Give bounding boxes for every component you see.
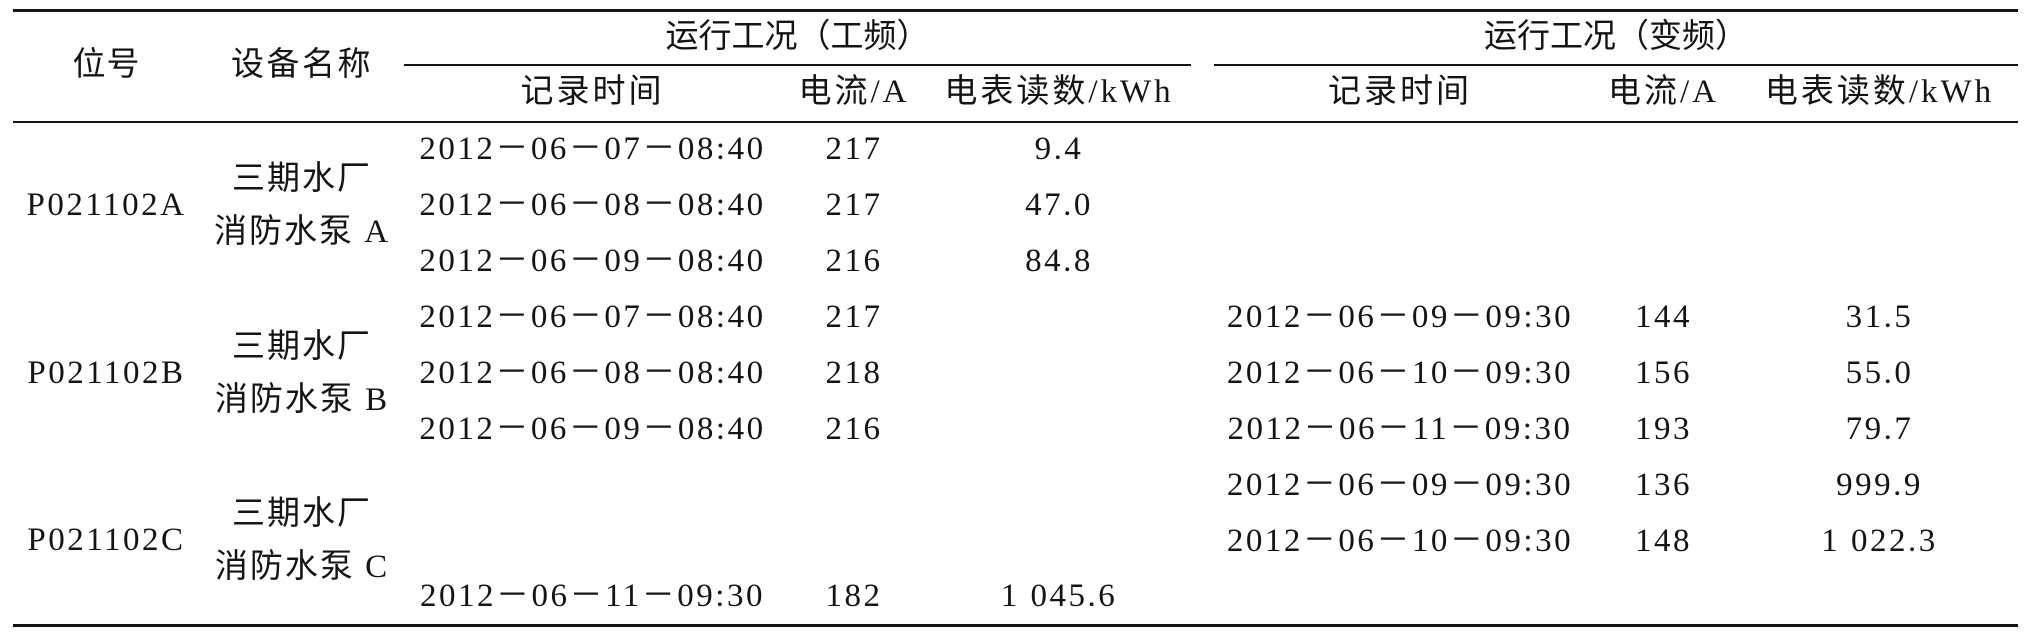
cell-vf-record-time (1214, 234, 1586, 290)
cell-pf-current (781, 458, 927, 514)
cell-pf-record-time (404, 458, 781, 514)
column-gap (1191, 290, 1214, 346)
cell-equipment-name: 三期水厂 消防水泵 C (200, 458, 404, 626)
header-pf-meter-reading: 电表读数/kWh (927, 64, 1191, 123)
cell-vf-record-time: 2012－06－10－09:30 (1226, 354, 1574, 391)
column-gap (1191, 122, 1214, 178)
cell-vf-meter-reading (1741, 122, 2018, 178)
header-row-groups: 位号 设备名称 运行工况（工频） 运行工况（变频） (13, 10, 2018, 123)
header-vf-meter-reading: 电表读数/kWh (1741, 64, 2018, 123)
cell-pf-current: 218 (825, 354, 883, 391)
cell-pf-meter-reading (927, 458, 1191, 514)
equipment-name-line: 消防水泵 B (214, 381, 390, 418)
cell-pf-meter-reading (927, 514, 1191, 570)
cell-pf-record-time: 2012－06－09－08:40 (419, 410, 766, 447)
header-pf-current: 电流/A (781, 64, 927, 123)
table-row: 2012－06－08－08:40 218 2012－06－10－09:30 15… (13, 346, 2018, 402)
cell-vf-meter-reading: 79.7 (1845, 410, 1914, 447)
cell-pf-meter-reading (927, 402, 1191, 458)
header-vf-record-time: 记录时间 (1214, 64, 1586, 123)
cell-pf-meter-reading: 1 045.6 (1000, 577, 1118, 614)
cell-vf-meter-reading (1741, 234, 2018, 290)
cell-vf-meter-reading: 55.0 (1845, 354, 1914, 391)
cell-vf-meter-reading: 1 022.3 (1821, 522, 1938, 559)
cell-vf-record-time (1214, 122, 1586, 178)
cell-pf-meter-reading (927, 290, 1191, 346)
cell-vf-meter-reading: 999.9 (1836, 466, 1923, 503)
column-gap (1191, 346, 1214, 402)
cell-vf-current: 193 (1635, 410, 1692, 447)
table-row: P021102A 三期水厂 消防水泵 A 2012－06－07－08:40 21… (13, 122, 2018, 250)
header-pf-record-time: 记录时间 (404, 64, 781, 123)
column-gap (1191, 234, 1214, 290)
cell-vf-record-time: 2012－06－11－09:30 (1227, 410, 1573, 447)
equipment-name-line: 消防水泵 A (213, 214, 391, 250)
column-gap (1191, 178, 1214, 234)
cell-vf-current (1586, 570, 1741, 626)
cell-equipment-name: 三期水厂 消防水泵 A (200, 122, 404, 290)
cell-pf-current: 217 (825, 186, 883, 223)
cell-pf-current (781, 514, 927, 570)
cell-equipment-name: 三期水厂 消防水泵 B (200, 290, 404, 458)
cell-pf-record-time: 2012－06－09－08:40 (419, 242, 766, 279)
cell-vf-record-time: 2012－06－09－09:30 (1226, 466, 1574, 503)
equipment-name-line: 三期水厂 (232, 495, 372, 532)
column-gap (1191, 570, 1214, 626)
cell-position-no: P021102B (27, 354, 186, 391)
cell-pf-current: 216 (825, 242, 883, 279)
table-row: 2012－06－10－09:30 148 1 022.3 (13, 514, 2018, 570)
cell-pf-current: 216 (825, 410, 883, 447)
column-gap (1191, 64, 1214, 123)
cell-pf-current: 182 (825, 577, 883, 614)
cell-pf-record-time (404, 514, 781, 570)
cell-pf-record-time: 2012－06－07－08:40 (419, 298, 766, 335)
cell-pf-meter-reading: 47.0 (1025, 186, 1093, 223)
cell-vf-meter-reading (1741, 178, 2018, 234)
cell-pf-current: 217 (825, 131, 883, 168)
table-row: 2012－06－09－08:40 216 84.8 (13, 234, 2018, 290)
table-row: 2012－06－09－08:40 216 2012－06－11－09:30 19… (13, 402, 2018, 458)
cell-pf-meter-reading (927, 346, 1191, 402)
column-gap (1191, 514, 1214, 570)
cell-vf-current (1586, 234, 1741, 290)
table-row: 2012－06－11－09:30 182 1 045.6 (13, 570, 2018, 626)
cell-pf-meter-reading: 84.8 (1025, 242, 1093, 279)
cell-vf-current: 144 (1635, 298, 1692, 335)
equipment-name-line: 消防水泵 C (214, 548, 390, 585)
cell-pf-record-time: 2012－06－11－09:30 (420, 577, 765, 614)
header-group-variable-frequency: 运行工况（变频） (1214, 10, 2018, 66)
equipment-name-line: 三期水厂 (232, 161, 372, 197)
cell-pf-current: 217 (825, 298, 883, 335)
cell-pf-meter-reading: 9.4 (1034, 131, 1084, 168)
cell-vf-current: 156 (1635, 354, 1692, 391)
header-equipment-name: 设备名称 (200, 10, 404, 123)
header-row-columns: 记录时间 电流/A 电表读数/kWh 记录时间 电流/A 电表读数/kWh (13, 64, 2018, 123)
table-row: P021102B 三期水厂 消防水泵 B 2012－06－07－08:40 21… (13, 290, 2018, 418)
cell-vf-current: 148 (1635, 522, 1692, 559)
table-row: P021102C 三期水厂 消防水泵 C 2012－06－09－09:30 13… (13, 458, 2018, 585)
cell-pf-record-time: 2012－06－08－08:40 (419, 186, 766, 223)
cell-vf-record-time (1214, 178, 1586, 234)
cell-pf-record-time: 2012－06－07－08:40 (419, 131, 766, 168)
cell-vf-meter-reading (1741, 570, 2018, 626)
cell-vf-record-time (1214, 570, 1586, 626)
cell-vf-current: 136 (1635, 466, 1692, 503)
cell-vf-record-time: 2012－06－09－09:30 (1226, 298, 1574, 335)
cell-vf-record-time: 2012－06－10－09:30 (1226, 522, 1574, 559)
cell-vf-current (1586, 178, 1741, 234)
column-gap (1191, 458, 1214, 514)
cell-vf-meter-reading: 31.5 (1845, 298, 1914, 335)
operating-data-table: 位号 设备名称 运行工况（工频） 运行工况（变频） 记录时间 电流/A 电表读数… (13, 9, 2018, 627)
header-vf-current: 电流/A (1586, 64, 1741, 123)
cell-pf-record-time: 2012－06－08－08:40 (419, 354, 766, 391)
header-position-no: 位号 (13, 10, 200, 123)
table-row: 2012－06－08－08:40 217 47.0 (13, 178, 2018, 234)
cell-position-no: P021102A (26, 187, 187, 224)
equipment-name-line: 三期水厂 (232, 328, 372, 365)
column-gap (1191, 11, 1214, 65)
header-group-power-frequency: 运行工况（工频） (404, 10, 1191, 66)
cell-vf-current (1586, 122, 1741, 178)
cell-position-no: P021102C (27, 521, 186, 558)
column-gap (1191, 402, 1214, 458)
